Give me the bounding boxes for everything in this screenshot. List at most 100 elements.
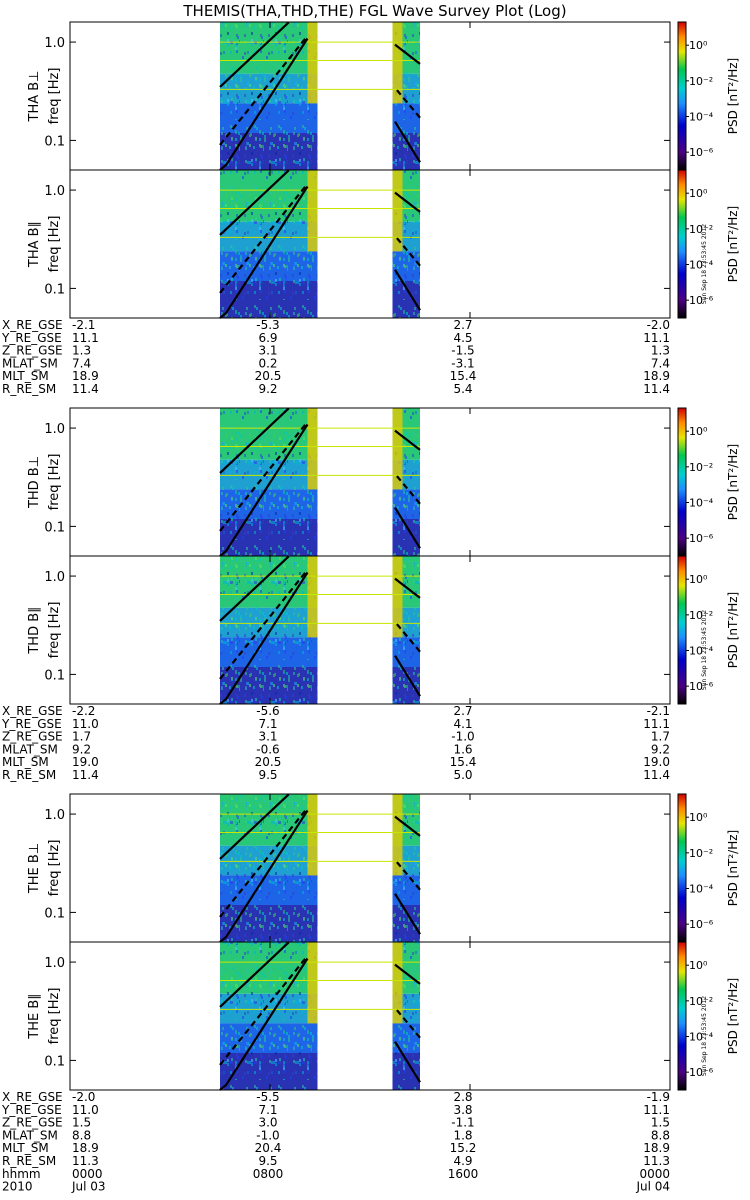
ephemeris-value: 1.3 — [72, 344, 91, 358]
time-value: 0800 — [253, 1167, 284, 1181]
ephemeris-value: 18.9 — [643, 1141, 670, 1155]
ephemeris-value: 6.9 — [258, 331, 277, 345]
ephemeris-row-label: MLT_SM — [2, 755, 49, 769]
spectrogram-edge — [392, 170, 403, 252]
ephemeris-value: -1.0 — [451, 730, 474, 744]
overlay-curve-dashed — [219, 569, 309, 680]
spectrogram-edge — [307, 170, 318, 252]
colorbar-tick-label: 10⁻⁶ — [689, 146, 714, 159]
ephemeris-value: 3.1 — [258, 730, 277, 744]
colorbar-tick-label: 10⁻⁴ — [689, 497, 714, 510]
colorbar-label: PSD [nT²/Hz] — [726, 592, 740, 668]
overlay-curve-solid — [394, 893, 421, 935]
ephemeris-value: -0.6 — [256, 742, 279, 756]
ephemeris-row-label: Z_RE_GSE — [2, 730, 63, 744]
overlay-curve-solid — [219, 571, 309, 705]
ytick-label: 0.1 — [44, 1054, 65, 1069]
ephemeris-value: 3.8 — [453, 1103, 472, 1117]
spectrogram-edge — [307, 408, 318, 490]
colorbar-tick-label: 10⁰ — [689, 811, 708, 824]
ephemeris-value: 2.7 — [453, 704, 472, 718]
overlay-curve-dashed — [394, 87, 421, 119]
time-value: Jul 04 — [635, 1180, 670, 1194]
colorbar-tick-label: 10⁰ — [689, 39, 708, 52]
ephemeris-value: 15.4 — [450, 755, 477, 769]
ephemeris-value: 1.5 — [651, 1116, 670, 1130]
ephemeris-value: 11.3 — [72, 1154, 99, 1168]
ephemeris-value: 7.4 — [651, 356, 670, 370]
overlay-curve-solid — [394, 963, 421, 985]
ytick-label: 0.1 — [44, 668, 65, 683]
colorbar-stamp: Sun Sep 18 23:53:45 2012 — [701, 224, 708, 304]
overlay-curve-solid — [394, 815, 421, 837]
ephemeris-value: 1.5 — [72, 1116, 91, 1130]
panel-label: THA B⊥ — [27, 71, 42, 123]
overlay-curve-dashed — [394, 1007, 421, 1039]
overlay-curve-solid — [394, 269, 421, 311]
ephemeris-value: 9.2 — [72, 742, 91, 756]
ylabel: freq [Hz] — [47, 840, 62, 897]
ytick-label: 0.1 — [44, 134, 65, 149]
colorbar-stamp: Sun Sep 18 23:53:45 2012 — [701, 996, 708, 1076]
ytick-label: 0.1 — [44, 520, 65, 535]
colorbar-stamp: Sun Sep 18 23:53:45 2012 — [701, 610, 708, 690]
colorbar — [677, 21, 687, 171]
spectrogram-edge — [307, 794, 318, 876]
overlay-curve-solid — [394, 191, 421, 213]
colorbar-label: PSD [nT²/Hz] — [726, 830, 740, 906]
overlay-curve-solid — [394, 507, 421, 549]
panel-label: THD B⊥ — [27, 456, 42, 509]
colorbar-tick-label: 10⁻² — [689, 995, 713, 1008]
ephemeris-row-label: MLAT_SM — [2, 1128, 58, 1142]
colorbar-tick-label: 10⁰ — [689, 959, 708, 972]
panel-thd-b-: 0.1 1.0 THD B⊥ freq [Hz] 10⁻⁶ 10⁻⁴ 10⁻² 10⁰ PSD … — [27, 407, 740, 557]
ytick-label: 1.0 — [44, 422, 65, 437]
panel-frame — [69, 407, 671, 557]
ephemeris-value: 20.5 — [255, 369, 282, 383]
ylabel: freq [Hz] — [47, 68, 62, 125]
ephemeris-value: 15.2 — [450, 1141, 477, 1155]
colorbar — [677, 941, 687, 1091]
overlay-curve-solid — [219, 169, 290, 236]
ephemeris-value: 11.1 — [643, 331, 670, 345]
ephemeris-value: 11.1 — [643, 1103, 670, 1117]
overlay-curve-solid — [219, 957, 309, 1091]
overlay-curve-dashed — [219, 955, 309, 1066]
colorbar-tick-label: 10⁻⁴ — [689, 883, 714, 896]
overlay-curve-solid — [394, 577, 421, 599]
overlay-curve-solid — [219, 407, 290, 474]
ylabel: freq [Hz] — [47, 454, 62, 511]
colorbar-tick-label: 10⁰ — [689, 573, 708, 586]
chart-title: THEMIS(THA,THD,THE) FGL Wave Survey Plot… — [183, 2, 567, 20]
overlay-curve-solid — [219, 37, 309, 171]
ephemeris-value: 2.7 — [453, 318, 472, 332]
ytick-label: 1.0 — [44, 570, 65, 585]
panel-label: THD B∥ — [27, 606, 42, 654]
spectrogram-edge — [307, 942, 318, 1024]
ephemeris-value: -1.5 — [451, 344, 474, 358]
overlay-curve-solid — [394, 655, 421, 697]
ephemeris-value: -2.1 — [72, 318, 95, 332]
panel-tha-b-: 0.1 1.0 THA B⊥ freq [Hz] 10⁻⁶ 10⁻⁴ 10⁻² 10⁰ PSD … — [27, 21, 740, 171]
overlay-curve-dashed — [219, 183, 309, 294]
ephemeris-value: 11.4 — [643, 768, 670, 782]
ephemeris-value: -2.0 — [72, 1090, 95, 1104]
spectrogram-edge — [307, 22, 318, 104]
overlay-curve-solid — [219, 185, 309, 319]
overlay-curve-solid — [219, 809, 309, 943]
ephemeris-value: 9.2 — [651, 742, 670, 756]
ephemeris-row-label: X_RE_GSE — [2, 1090, 63, 1104]
ephemeris-value: 5.4 — [453, 382, 472, 396]
panel-the-b-: 0.1 1.0 THE B∥ freq [Hz] 10⁻⁶ 10⁻⁴ 10⁻² 10⁰ PSD … — [27, 941, 740, 1091]
time-row-label: hhmm — [2, 1167, 41, 1181]
ephemeris-value: 3.1 — [258, 344, 277, 358]
colorbar-tick-label: 10⁻² — [689, 461, 713, 474]
ephemeris-value: -2.2 — [72, 704, 95, 718]
colorbar-tick-label: 10⁻² — [689, 223, 713, 236]
colorbar-tick-label: 10⁻⁴ — [689, 111, 714, 124]
overlay-curve-solid — [394, 43, 421, 65]
spectrogram-edge — [307, 556, 318, 638]
ephemeris-value: 18.9 — [72, 1141, 99, 1155]
ephemeris-row-label: MLT_SM — [2, 369, 49, 383]
